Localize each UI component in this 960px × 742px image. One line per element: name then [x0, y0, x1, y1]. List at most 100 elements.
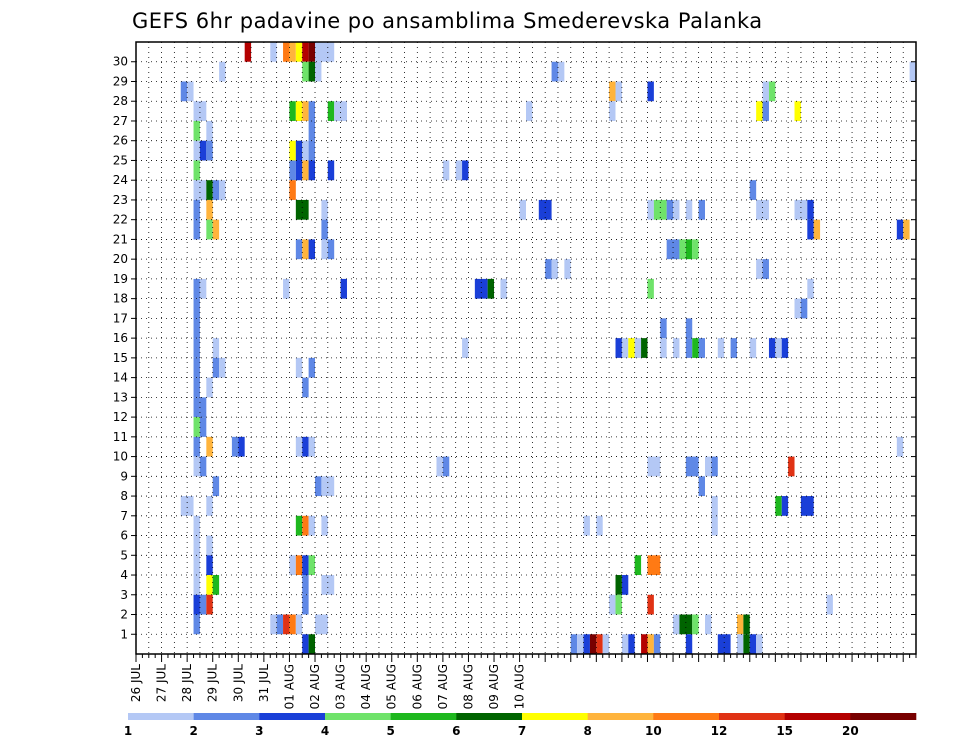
y-tick-label: 16	[113, 331, 128, 345]
precip-cell-m15-s91	[717, 338, 725, 358]
precip-cell-m0-s81	[653, 634, 661, 654]
precip-cell-m3-s26	[302, 575, 309, 595]
y-tick-label: 4	[120, 568, 128, 582]
precip-cell-m24-s48	[442, 160, 450, 181]
precip-cell-m9-s89	[705, 456, 712, 477]
precip-cell-m0-s69	[577, 634, 584, 654]
precip-cell-m22-s97	[756, 199, 769, 220]
precip-cell-m27-s97	[756, 101, 763, 121]
precip-cell-m15-s88	[698, 338, 706, 358]
precip-cell-m15-s101	[781, 338, 789, 358]
precip-cell-m27-s24	[289, 101, 296, 121]
precip-cell-m24-s51	[462, 160, 469, 181]
precip-cell-m10-s26	[302, 436, 309, 457]
color-scale-label: 1	[124, 724, 132, 738]
y-tick-label: 3	[120, 588, 128, 602]
precip-cell-m20-s26	[302, 239, 309, 260]
precip-cell-m13-s11	[206, 377, 213, 398]
precip-cell-m27-s98	[762, 101, 769, 121]
precip-cell-m16-s86	[685, 318, 693, 339]
x-tick-label: 08 AUG	[462, 664, 476, 709]
precip-cell-m29-s26	[302, 61, 309, 82]
y-tick-label: 25	[113, 153, 128, 167]
precip-cell-m27-s9	[193, 101, 207, 121]
precip-cell-m12-s9	[193, 397, 200, 418]
y-tick-label: 23	[113, 193, 128, 207]
precip-cell-m0-s26	[302, 634, 309, 654]
precip-cell-m25-s9	[193, 140, 200, 161]
color-swatch	[390, 713, 457, 720]
precip-cell-m10-s16	[238, 436, 245, 457]
precip-cell-m22-s60	[519, 199, 526, 220]
precip-cell-m19-s67	[564, 259, 571, 279]
precip-cell-m22-s103	[794, 199, 808, 220]
color-scale-label: 5	[386, 724, 394, 738]
precip-cell-m13-s26	[302, 377, 309, 398]
x-tick-label: 03 AUG	[334, 664, 348, 709]
precip-cell-m2-s10	[199, 594, 207, 615]
precip-cell-m28-s75	[615, 81, 622, 102]
precip-cell-m18-s105	[807, 278, 814, 299]
precip-cell-m15-s79	[641, 338, 648, 358]
precip-cell-m2-s11	[206, 594, 213, 615]
precip-cell-m22-s80	[647, 199, 654, 220]
precip-cell-m11-s9	[193, 417, 200, 437]
precip-cell-m18-s55	[487, 278, 495, 299]
precip-cell-m1-s21	[270, 614, 277, 635]
precip-cell-m0-s94	[736, 634, 744, 654]
y-tick-label: 1	[120, 627, 128, 641]
precip-cell-m0-s96	[749, 634, 757, 654]
precip-cell-m3-s9	[193, 575, 200, 595]
y-tick-label: 20	[113, 252, 128, 266]
y-tick-label: 13	[113, 390, 128, 404]
precip-cell-m2-s26	[302, 594, 309, 615]
y-tick-label: 6	[120, 529, 128, 543]
precip-cell-m22-s29	[321, 199, 328, 220]
precip-cell-m1-s94	[736, 614, 744, 635]
precip-cell-m25-s10	[199, 140, 207, 161]
grid-lines	[136, 42, 916, 654]
color-swatch	[193, 713, 260, 720]
precip-cell-m7-s100	[775, 496, 782, 516]
precip-cell-m29-s121	[909, 61, 916, 82]
precip-cell-m13-s9	[193, 377, 200, 398]
color-scale-label: 8	[583, 724, 591, 738]
precip-cell-m1-s85	[679, 614, 693, 635]
precip-cell-m6-s72	[596, 515, 603, 536]
precip-cell-m6-s70	[583, 515, 590, 536]
precipitation-cells	[180, 42, 916, 654]
precip-cell-m27-s74	[609, 101, 616, 121]
precip-cell-m25-s27	[308, 140, 316, 161]
precip-cell-m17-s9	[193, 298, 200, 319]
precip-cell-m14-s13	[219, 357, 226, 378]
x-axis: 26 JUL 27 JUL 28 JUL 29 JUL 30 JUL 31 JUL 01 A…	[129, 654, 917, 709]
y-tick-label: 30	[113, 55, 128, 69]
precip-cell-m19-s64	[545, 259, 552, 279]
precip-cell-m27-s61	[526, 101, 533, 121]
color-swatch	[653, 713, 720, 720]
x-tick-label: 04 AUG	[359, 664, 373, 709]
x-tick-label: 09 AUG	[487, 664, 501, 709]
precip-cell-m24-s30	[327, 160, 335, 181]
precip-cell-m6-s27	[308, 515, 316, 536]
precip-cell-m26-s27	[308, 120, 316, 141]
color-scale-legend: 1 2 3 4 5 6 7 8 10 12 15 20	[124, 713, 917, 738]
x-tick-label: 02 AUG	[308, 664, 322, 709]
precip-cell-m4-s78	[634, 555, 642, 576]
precip-cell-m15-s99	[768, 338, 776, 358]
precip-cell-m22-s105	[807, 199, 814, 220]
precip-cell-m9-s90	[711, 456, 718, 477]
precip-cell-m19-s98	[762, 259, 769, 279]
precip-cell-m18-s23	[283, 278, 290, 299]
color-scale-label: 3	[255, 724, 263, 738]
precip-cell-m16-s9	[193, 318, 200, 339]
precip-cell-m12-s10	[199, 397, 207, 418]
precip-cell-m27-s27	[308, 101, 316, 121]
precip-cell-m21-s119	[896, 219, 904, 240]
precip-cell-m22-s83	[666, 199, 674, 220]
precip-cell-m15-s9	[193, 338, 200, 358]
color-swatch	[850, 713, 917, 720]
precip-cell-m22-s86	[685, 199, 693, 220]
precip-cell-m5-s11	[206, 535, 213, 556]
precip-cell-m3-s75	[615, 575, 622, 595]
